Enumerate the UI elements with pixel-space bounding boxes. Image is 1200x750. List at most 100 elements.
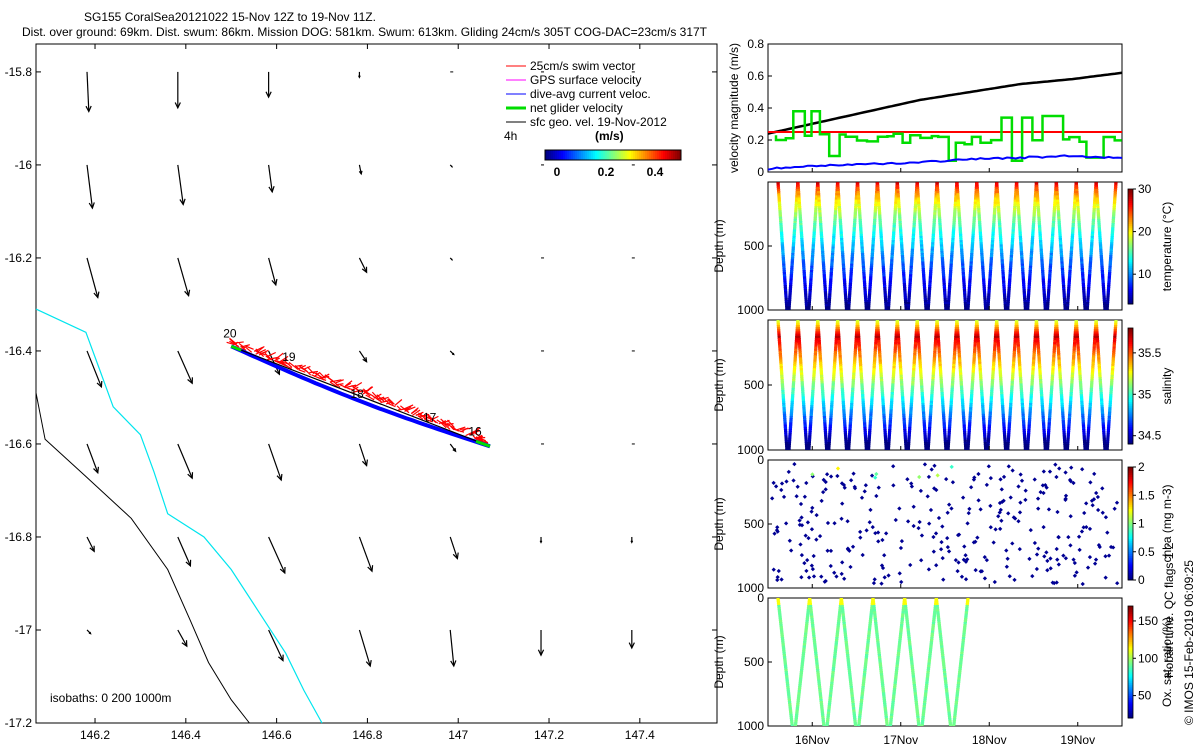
temp-pt (923, 295, 927, 299)
sal-pt (988, 413, 992, 417)
sal-pt (891, 383, 895, 387)
temp-pt (988, 267, 993, 272)
sal-pt (990, 381, 994, 385)
temp-pt (1097, 220, 1101, 225)
temp-pt (813, 212, 818, 216)
sal-pt (1106, 433, 1110, 437)
temp-pt (1060, 259, 1064, 263)
temp-pt (979, 235, 983, 240)
temp-pt (1029, 252, 1034, 257)
sal-pt (1070, 381, 1074, 385)
colorbar-cell (605, 150, 608, 160)
sal-pt (948, 415, 952, 420)
sal-pt (1098, 370, 1102, 374)
temp-pt (909, 265, 913, 269)
sal-pt (821, 394, 825, 398)
sal-pt (823, 420, 827, 424)
temp-pt (1111, 223, 1115, 227)
temp-pt (1110, 233, 1114, 237)
sal-pt (869, 407, 873, 411)
chla-pt (774, 528, 780, 533)
temp-pt (1041, 280, 1046, 284)
isobath-legend: isobaths: 0 200 1000m (50, 691, 171, 705)
sal-pt (967, 428, 971, 433)
sal-pt (1083, 441, 1087, 446)
temp-pt (950, 244, 955, 248)
sal-pt (898, 361, 902, 365)
temp-pt (980, 259, 984, 263)
temp-pt (828, 289, 832, 293)
sal-pt (1106, 435, 1110, 439)
temp-pt (953, 203, 957, 208)
temp-pt (1059, 248, 1063, 252)
temp-pt (999, 240, 1003, 244)
sal-pt (1055, 333, 1059, 337)
temp-pt (928, 280, 932, 284)
temp-pt (851, 244, 855, 248)
temp-pt (992, 223, 996, 227)
temp-pt (935, 186, 940, 190)
temp-pt (1071, 229, 1075, 233)
arrow-head (358, 75, 361, 79)
temp-pt (778, 216, 783, 220)
temp-pt (1035, 188, 1039, 193)
sal-pt (830, 398, 834, 402)
sal-pt (1029, 402, 1033, 407)
sal-pt (1047, 428, 1051, 433)
colorbar-cell (579, 150, 582, 160)
sal-colorbar-cell (1128, 362, 1133, 366)
sal-pt (963, 437, 967, 441)
sal-pt (838, 348, 842, 352)
sal-pt (784, 439, 788, 443)
sal-pt (843, 433, 848, 437)
temp-pt (983, 295, 987, 299)
temp-pt (933, 210, 937, 214)
temp-pt (818, 214, 822, 218)
temp-pt (800, 235, 804, 240)
temp-pt (960, 250, 964, 254)
sal-pt (1066, 441, 1070, 446)
sal-pt (908, 418, 912, 422)
sal-pt (901, 407, 906, 411)
temp-pt (986, 306, 990, 310)
temp-pt (1011, 231, 1015, 235)
temp-pt (784, 302, 789, 306)
temp-pt (871, 248, 875, 252)
temp-pt (1079, 244, 1083, 248)
velocity-series-dac (767, 154, 1123, 171)
sal-pt (904, 439, 908, 443)
temp-pt (973, 210, 977, 214)
sal-pt (815, 331, 819, 335)
temp-pt (943, 297, 947, 301)
sal-pt (1003, 437, 1007, 441)
sal-pt (967, 431, 971, 435)
temp-pt (1003, 297, 1007, 301)
temp-pt (933, 208, 937, 212)
temp-pt (848, 280, 853, 284)
temp-pt (880, 244, 884, 248)
sal-pt (902, 413, 906, 417)
sal-pt (837, 346, 842, 350)
sal-pt (843, 426, 847, 430)
temp-pt (858, 214, 862, 218)
chla-pt (805, 520, 811, 525)
sal-pt (920, 385, 924, 389)
chla-pt (960, 495, 966, 500)
sal-pt (1000, 402, 1005, 407)
sal-pt (1107, 422, 1111, 426)
temp-pt (1098, 244, 1103, 248)
temp-pt (853, 216, 857, 220)
temp-pt (1011, 225, 1016, 229)
temp-pt (1002, 289, 1006, 293)
sal-pt (843, 420, 847, 424)
temp-pt (997, 216, 1001, 220)
temp-pt (936, 199, 941, 203)
temp-pt (857, 197, 861, 201)
temp-pt (913, 203, 918, 208)
sal-pt (1102, 428, 1106, 433)
chla-pt (945, 544, 950, 550)
map-ticks: 146.2 146.4 146.6 146.8 147 147.2 147.4-15.8-1… (5, 44, 717, 742)
sal-pt (1002, 428, 1006, 433)
chla-pt (1046, 507, 1052, 512)
